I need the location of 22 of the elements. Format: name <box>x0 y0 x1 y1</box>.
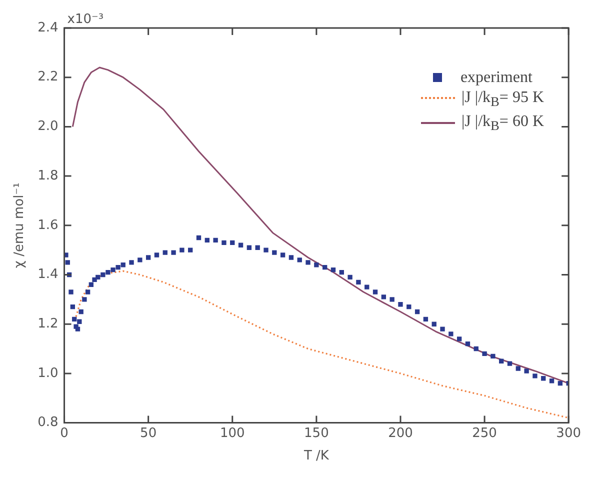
x-axis-title: T /K <box>302 448 330 464</box>
y-tick-label: 1.8 <box>38 168 58 184</box>
x-tick-label: 300 <box>556 426 582 441</box>
y-tick-label: 1.4 <box>38 267 58 282</box>
x-tick-label: 0 <box>60 426 68 441</box>
x-tick-label: 150 <box>304 426 329 441</box>
x-tick-label: 250 <box>472 426 497 441</box>
y-tick-label: 1.6 <box>38 218 58 233</box>
x-tick-label: 200 <box>388 426 413 441</box>
legend-label: |J |/k$_{B}$= 60 K <box>461 113 544 134</box>
y-tick-label: 1.2 <box>38 316 58 332</box>
y-tick-label: 2.4 <box>38 20 58 36</box>
legend-label: experiment <box>460 69 532 86</box>
y-tick-label: 2.0 <box>38 119 58 134</box>
x-tick-label: 100 <box>220 426 245 441</box>
y-axis-title: χ /emu mol⁻¹ <box>12 182 28 268</box>
y-tick-label: 1.0 <box>38 366 58 381</box>
x-tick-label: 50 <box>140 426 157 441</box>
y-tick-label: 0.8 <box>38 415 58 430</box>
text: x10⁻³ <box>67 12 104 27</box>
legend-label: |J |/k$_{B}$= 95 K <box>461 89 544 110</box>
y-tick-label: 2.2 <box>38 70 58 85</box>
